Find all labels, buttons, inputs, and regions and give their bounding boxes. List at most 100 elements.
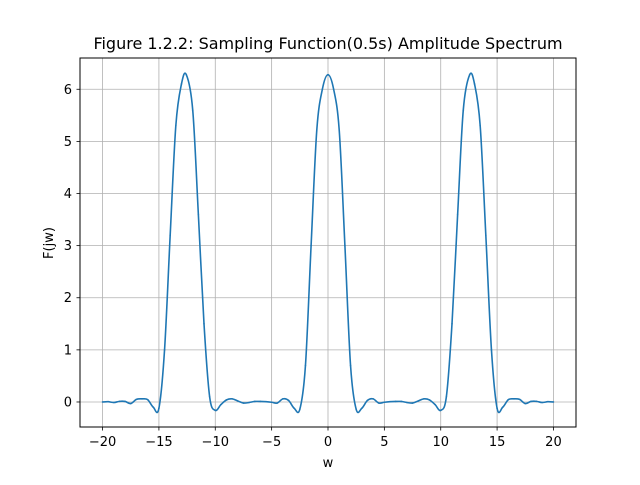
data-point [332,88,335,91]
data-point [349,364,352,367]
data-point [253,400,256,403]
data-point [124,400,126,403]
y-tick-label: 2 [64,291,72,306]
data-point [304,364,307,367]
data-point [185,73,188,76]
data-point [175,124,177,127]
data-point [462,109,465,111]
data-point [321,88,324,91]
data-point [265,400,267,403]
x-tick-label: 15 [489,435,506,450]
x-axis-label: w [323,456,334,471]
data-point [197,213,200,216]
data-point [344,244,346,247]
x-tick-label: −5 [262,435,281,450]
data-point [473,83,476,85]
y-axis-label: F(jw) [42,227,57,259]
x-tick-label: 0 [324,435,332,450]
data-point [389,400,391,403]
tick-layer: −20 −15 −10 −5 0 5 10 15 20 0 1 2 3 4 5 6 [64,83,562,450]
line-layer [101,72,555,414]
grid-layer [80,58,576,427]
data-point [535,400,538,403]
data-point [270,401,273,404]
data-point [338,130,341,132]
data-point [423,398,425,400]
data-point [191,109,194,111]
data-point [248,401,250,404]
data-point [214,409,217,412]
data-point [282,398,284,400]
data-point [451,323,453,325]
data-point [541,401,543,404]
data-point [479,124,481,127]
data-point [547,400,549,403]
data-point [327,73,329,76]
data-point [507,398,510,401]
data-point [180,83,183,85]
data-point [513,398,515,400]
x-tick-label: 5 [380,435,388,450]
x-tick-label: −20 [89,435,116,450]
data-point [107,400,109,403]
y-tick-label: 6 [64,83,72,98]
data-point [490,349,493,351]
data-point [496,407,498,410]
data-point [439,409,442,412]
data-point [237,400,239,402]
data-point [417,400,419,402]
data-point [135,398,138,401]
data-point [406,401,408,404]
data-point [377,402,380,404]
data-point [299,408,301,411]
data-point [259,400,262,403]
data-point [146,398,149,401]
data-point [468,73,471,76]
data-point [372,398,374,400]
y-tick-label: 3 [64,239,72,254]
data-point [310,244,312,247]
chart-title: Figure 1.2.2: Sampling Function(0.5s) Am… [93,34,562,53]
data-point [361,407,363,410]
data-point [231,398,233,400]
data-point [220,403,222,406]
y-tick-label: 1 [64,343,72,358]
data-point [203,323,205,325]
data-point [225,399,228,401]
data-point [383,401,386,404]
data-point [276,402,279,404]
data-point [118,400,121,403]
y-tick-label: 0 [64,395,72,410]
data-point [208,395,211,398]
data-point [287,399,290,402]
data-point [501,406,504,408]
data-point [129,402,132,405]
data-point [355,408,357,411]
data-point [101,401,104,403]
data-point [152,406,155,408]
data-point [394,400,397,403]
data-point [163,349,166,351]
data-point [158,407,160,410]
data-point [456,213,459,216]
data-point [434,403,436,406]
data-point [293,407,295,410]
x-tick-label: −15 [145,435,172,450]
data-point [524,402,527,405]
x-tick-label: −10 [202,435,229,450]
data-point [400,400,403,403]
data-point [552,401,555,403]
data-point [530,400,532,403]
x-tick-label: 10 [432,435,449,450]
data-point [141,398,143,400]
data-point [113,401,115,404]
data-point [485,234,487,236]
data-point [428,399,431,401]
data-point [518,398,521,401]
x-tick-label: 20 [545,435,562,450]
data-point [315,130,318,132]
data-point [445,395,448,398]
data-point [242,402,245,404]
